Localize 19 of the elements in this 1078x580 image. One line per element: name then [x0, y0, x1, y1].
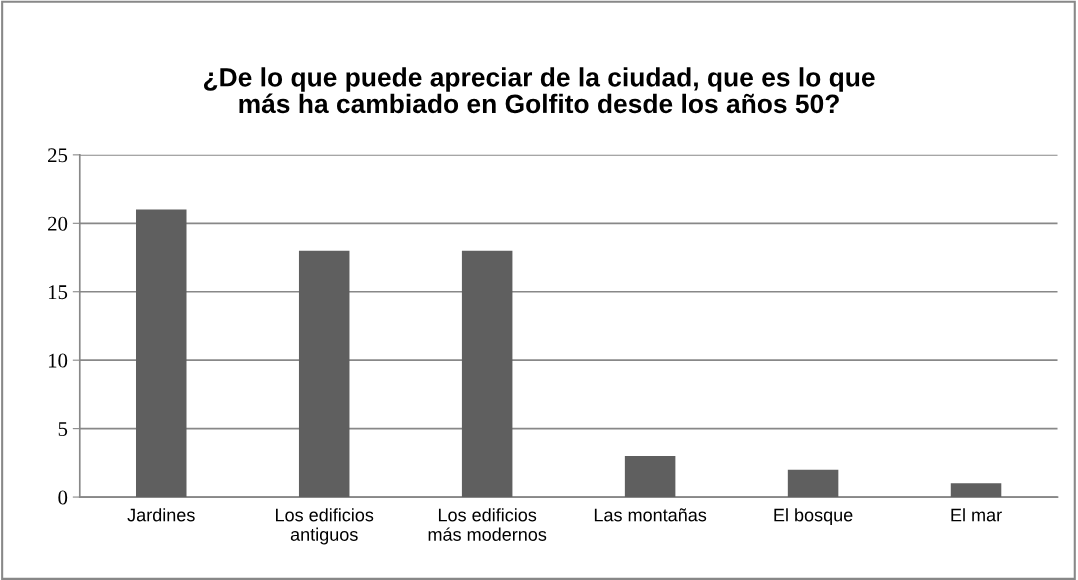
x-tick-label: Jardines: [127, 508, 195, 522]
y-tick-label: 25: [48, 148, 68, 163]
x-tick-label: El bosque: [774, 508, 853, 525]
bar: [135, 209, 187, 498]
x-tick-label: Los edificios antiguos: [276, 508, 374, 545]
y-tick-label: 20: [48, 216, 68, 231]
x-tick-label: Los edificios más modernos: [428, 508, 547, 541]
bar: [624, 456, 676, 498]
y-tick-label: 10: [48, 353, 68, 368]
bar: [298, 250, 350, 498]
chart-title: ¿De lo que puede apreciar de la ciudad, que es lo que más ha cambiado en Golfito desde los años 50?: [203, 67, 875, 114]
bar: [950, 483, 1002, 498]
y-tick-label: 0: [58, 490, 68, 505]
x-tick-label: El mar: [951, 508, 1002, 522]
y-tick-label: 15: [48, 285, 68, 300]
bar: [787, 469, 839, 498]
y-tick-label: 5: [58, 422, 68, 437]
bar: [461, 250, 513, 498]
x-tick-label: Las montañas: [594, 508, 707, 522]
